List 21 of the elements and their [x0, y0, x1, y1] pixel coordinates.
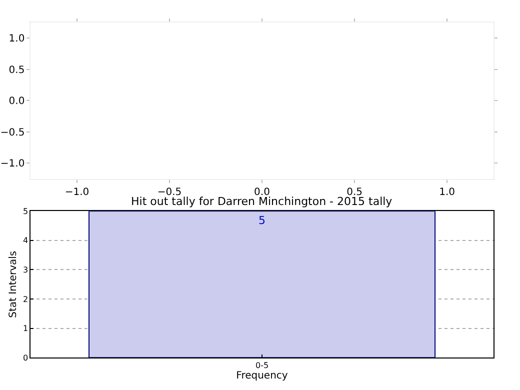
chart-title: Hit out tally for Darren Minchington - 2015 tally	[131, 195, 393, 208]
x-tick-label: −1.0	[64, 186, 90, 198]
y-tick-label: 2	[23, 294, 28, 304]
y-tick-label: 0.5	[8, 64, 25, 76]
y-tick-label: −0.5	[0, 127, 25, 138]
y-tick-label: 1	[23, 324, 28, 334]
x-tick-label: 1.0	[439, 186, 456, 198]
y-tick-label: 0	[23, 353, 28, 362]
y-tick-label: 0.0	[8, 96, 25, 108]
y-tick-label: 1.0	[8, 34, 25, 45]
y-tick-label: 5	[23, 206, 28, 216]
x-axis-title: Frequency	[236, 370, 288, 382]
x-tick-label: 0.0	[254, 186, 270, 198]
x-tick-label: −0.5	[157, 186, 182, 198]
y-tick-label: 4	[23, 236, 28, 246]
x-tick-label: 0.5	[346, 186, 362, 198]
y-tick-label: −1.0	[0, 158, 25, 170]
y-tick-label: 3	[23, 266, 28, 275]
x-tick-label: 0-5	[255, 361, 269, 370]
data-label: 5	[258, 214, 266, 228]
y-axis-title: Stat Intervals	[8, 250, 20, 318]
